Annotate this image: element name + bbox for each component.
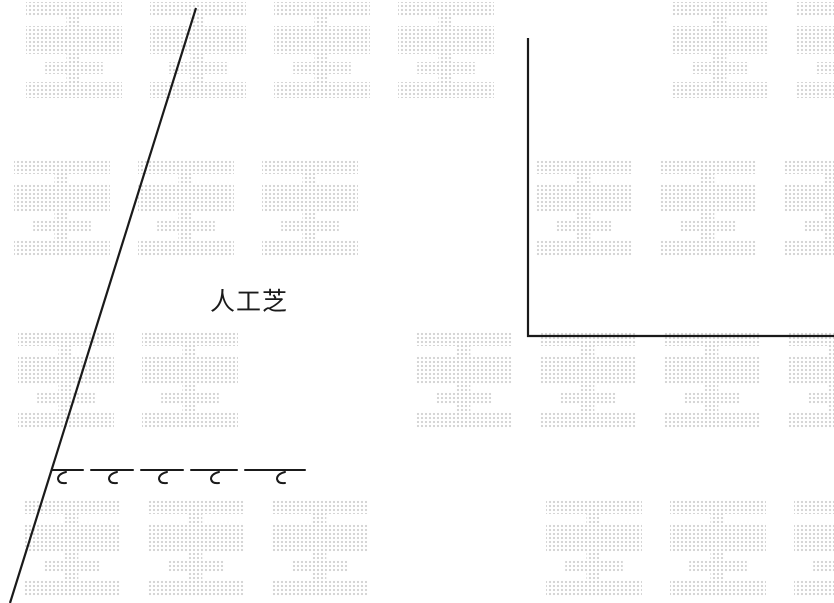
watermark-glyph [398,2,494,98]
watermark-glyph [262,160,358,256]
watermark-glyph [546,500,642,596]
watermark-glyph [142,332,238,428]
watermark-glyph [416,332,512,428]
watermark-glyph [784,160,834,256]
watermark-glyph [794,500,834,596]
corner-frame [526,38,834,338]
material-label: 人工芝 [210,287,289,316]
watermark-glyph [148,500,244,596]
turf-surface [51,469,306,485]
watermark-glyph [536,160,632,256]
turf-fiber-loop [275,471,286,485]
turf-fiber-loop [157,471,168,485]
watermark-glyph [26,2,122,98]
watermark-glyph [672,2,768,98]
watermark-glyph [18,332,114,428]
watermark-glyph [14,160,110,256]
watermark-glyph [670,500,766,596]
watermark-glyph [664,332,760,428]
watermark-glyph [274,2,370,98]
turf-fiber-loop [209,471,220,485]
turf-fiber-loop [107,471,118,485]
watermark-glyph [660,160,756,256]
watermark-glyph [150,2,246,98]
watermark-glyph [796,2,834,98]
watermark-glyph [272,500,368,596]
slope-line [8,7,198,603]
turf-fiber-loop [56,471,67,485]
watermark-glyph [138,160,234,256]
